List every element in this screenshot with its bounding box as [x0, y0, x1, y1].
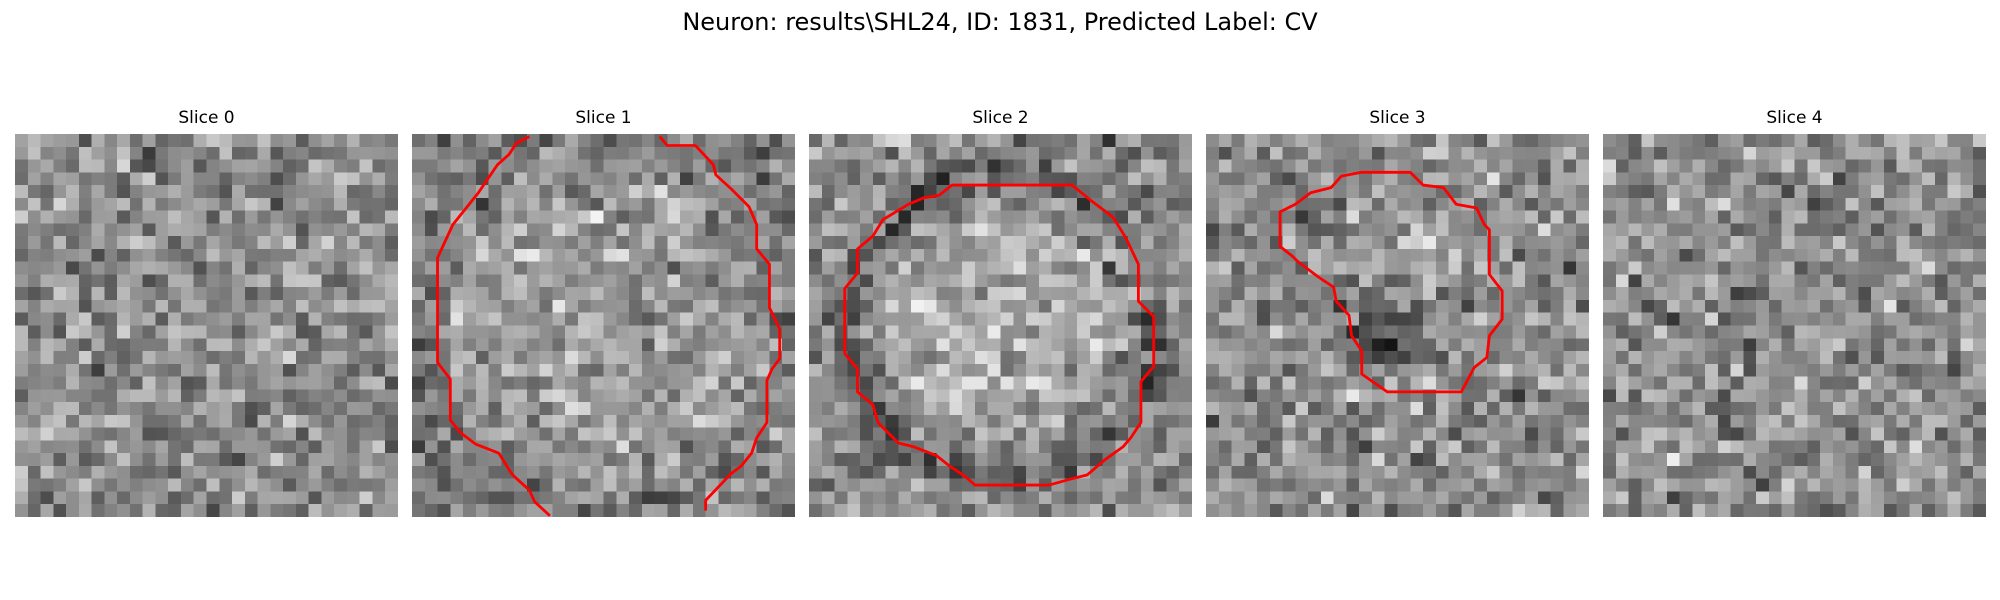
pixel-grid-2 [809, 134, 1192, 517]
slice-image-0 [15, 134, 398, 517]
slice-image-1 [412, 134, 795, 517]
pixel-grid-3 [1206, 134, 1589, 517]
slice-image-3 [1206, 134, 1589, 517]
slice-image-2 [809, 134, 1192, 517]
slice-panel-1: Slice 1 [412, 108, 795, 518]
slice-image-4 [1603, 134, 1986, 517]
slice-panel-4: Slice 4 [1603, 108, 1986, 518]
pixel-grid-0 [15, 134, 398, 517]
slice-panel-3: Slice 3 [1206, 108, 1589, 518]
segmentation-contour-3 [1278, 170, 1504, 394]
slice-title-3: Slice 3 [1369, 108, 1426, 128]
slice-title-4: Slice 4 [1766, 108, 1823, 128]
pixel-grid-4 [1603, 134, 1986, 517]
segmentation-contour-1b [658, 135, 782, 511]
pixel-grid-1 [412, 134, 795, 517]
slice-title-0: Slice 0 [178, 108, 235, 128]
slice-title-2: Slice 2 [972, 108, 1029, 128]
segmentation-contour-1 [436, 135, 551, 517]
segmentation-contour-2 [843, 183, 1156, 487]
slice-title-1: Slice 1 [575, 108, 632, 128]
slice-panel-2: Slice 2 [809, 108, 1192, 518]
figure-title: Neuron: results\SHL24, ID: 1831, Predict… [682, 8, 1318, 36]
slice-panel-0: Slice 0 [15, 108, 398, 518]
